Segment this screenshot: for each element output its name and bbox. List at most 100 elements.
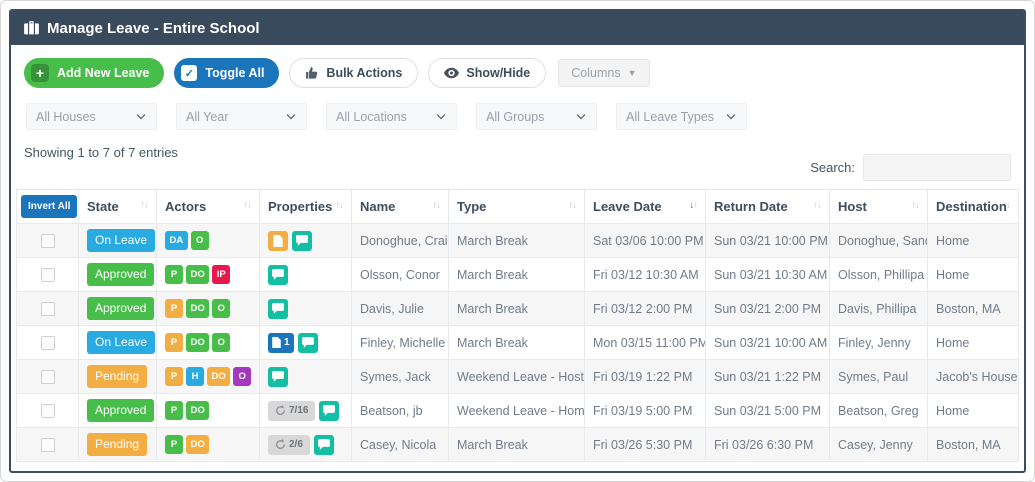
- actor-badge-do[interactable]: DO: [186, 265, 210, 284]
- comment-badge[interactable]: [268, 264, 288, 285]
- column-header-leave-date[interactable]: ↓↑ Leave Date: [584, 189, 706, 224]
- properties-cell: [259, 223, 352, 258]
- column-header-properties[interactable]: ↑↓ Properties: [259, 189, 352, 224]
- actor-badge-p[interactable]: P: [165, 333, 183, 352]
- host-cell: Finley, Jenny: [829, 325, 928, 360]
- column-header-return-date[interactable]: ↑↓ Return Date: [705, 189, 830, 224]
- column-header-name[interactable]: ↑↓ Name: [351, 189, 449, 224]
- document-badge[interactable]: 1: [268, 332, 294, 353]
- actor-badge-do[interactable]: DO: [186, 333, 210, 352]
- recurrence-badge[interactable]: 2/6: [268, 434, 310, 455]
- comment-badge[interactable]: [297, 332, 318, 353]
- actor-badge-do[interactable]: DO: [186, 299, 210, 318]
- state-cell: Pending: [78, 359, 157, 394]
- filter-all-locations[interactable]: All Locations: [326, 103, 457, 130]
- column-header-type[interactable]: ↑↓ Type: [448, 189, 585, 224]
- properties-cell: [259, 291, 352, 326]
- return-date-cell: Sun 03/21 10:30 AM: [705, 257, 830, 292]
- actor-badge-h[interactable]: H: [186, 367, 204, 386]
- state-badge[interactable]: On Leave: [87, 331, 156, 354]
- actor-badge-p[interactable]: P: [165, 299, 183, 318]
- column-header-state[interactable]: ↑↓ State: [78, 189, 157, 224]
- columns-dropdown-button[interactable]: Columns ▼: [558, 59, 650, 87]
- type-cell: March Break: [448, 427, 585, 462]
- filter-all-leave-types[interactable]: All Leave Types: [616, 103, 747, 130]
- actor-badge-p[interactable]: P: [165, 265, 183, 284]
- column-header-host[interactable]: ↑↓ Host: [829, 189, 928, 224]
- column-header-destination[interactable]: ↑↓ Destination: [927, 189, 1019, 224]
- table-row: Pending P DO 2/6 Casey, Nicola March Brea…: [16, 427, 1019, 462]
- state-badge[interactable]: Approved: [87, 399, 155, 422]
- actor-badge-o[interactable]: O: [233, 367, 252, 386]
- name-cell: Donoghue, Craig: [351, 223, 449, 258]
- state-badge[interactable]: Approved: [87, 297, 155, 320]
- state-badge[interactable]: On Leave: [87, 229, 156, 252]
- row-checkbox[interactable]: [40, 403, 55, 418]
- report-badge[interactable]: [268, 230, 288, 251]
- search-input[interactable]: [863, 154, 1011, 181]
- bulk-actions-button[interactable]: Bulk Actions: [289, 58, 419, 88]
- eye-icon: [444, 67, 460, 79]
- row-checkbox[interactable]: [40, 267, 55, 282]
- actor-badge-p[interactable]: P: [165, 367, 183, 386]
- actors-cell: P H DO O: [156, 359, 260, 394]
- actor-badge-ip[interactable]: IP: [212, 265, 231, 284]
- recurrence-badge[interactable]: 7/16: [268, 400, 316, 421]
- table-row: On Leave DA O Donoghue, Craig March Break…: [16, 223, 1019, 258]
- state-cell: Approved: [78, 291, 157, 326]
- destination-cell: Boston, MA: [927, 427, 1019, 462]
- type-cell: March Break: [448, 325, 585, 360]
- briefcase-icon: [24, 21, 39, 35]
- state-badge[interactable]: Approved: [87, 263, 155, 286]
- state-badge[interactable]: Pending: [87, 433, 148, 456]
- leave-date-cell: Fri 03/26 5:30 PM: [584, 427, 706, 462]
- row-checkbox[interactable]: [40, 437, 55, 452]
- column-label: Name: [360, 199, 396, 214]
- actor-badge-da[interactable]: DA: [165, 231, 188, 250]
- comment-badge[interactable]: [319, 400, 340, 421]
- comment-badge[interactable]: [268, 298, 288, 319]
- actor-badge-o[interactable]: O: [190, 231, 209, 250]
- state-cell: Approved: [78, 393, 157, 428]
- actors-cell: P DO O: [156, 325, 260, 360]
- leave-date-cell: Mon 03/15 11:00 PM: [584, 325, 706, 360]
- column-header-actors[interactable]: ↑↓ Actors: [156, 189, 260, 224]
- page-size-select[interactable]: All: [64, 472, 122, 473]
- actor-badge-o[interactable]: O: [212, 333, 231, 352]
- comment-badge[interactable]: [292, 230, 312, 251]
- comment-badge[interactable]: [313, 434, 334, 455]
- table-footer: Show All entries: [11, 462, 1024, 473]
- row-checkbox[interactable]: [40, 301, 55, 316]
- column-label: State: [87, 199, 119, 214]
- chevron-down-icon: [436, 110, 446, 120]
- return-date-cell: Sun 03/21 2:00 PM: [705, 291, 830, 326]
- actor-badge-do[interactable]: DO: [186, 401, 210, 420]
- actors-cell: P DO: [156, 393, 260, 428]
- row-checkbox[interactable]: [40, 369, 55, 384]
- add-new-leave-button[interactable]: + Add New Leave: [24, 58, 165, 88]
- actor-badge-p[interactable]: P: [165, 435, 183, 454]
- destination-cell: Jacob's House: [927, 359, 1019, 394]
- row-select-cell: [16, 427, 79, 462]
- actor-badge-p[interactable]: P: [165, 401, 183, 420]
- invert-all-button[interactable]: Invert All: [21, 195, 78, 218]
- filter-all-year[interactable]: All Year: [176, 103, 307, 130]
- actor-badge-do[interactable]: DO: [186, 435, 210, 454]
- filter-all-houses[interactable]: All Houses: [26, 103, 157, 130]
- state-badge[interactable]: Pending: [87, 365, 148, 388]
- show-hide-button[interactable]: Show/Hide: [428, 58, 547, 88]
- actor-badge-o[interactable]: O: [212, 299, 231, 318]
- sort-arrows-icon: ↑↓: [243, 200, 252, 211]
- properties-cell: 7/16: [259, 393, 352, 428]
- row-checkbox[interactable]: [40, 233, 55, 248]
- name-cell: Olsson, Conor: [351, 257, 449, 292]
- filter-all-groups[interactable]: All Groups: [476, 103, 597, 130]
- destination-cell: Home: [927, 257, 1019, 292]
- actors-cell: P DO O: [156, 291, 260, 326]
- column-label: Destination: [936, 199, 1007, 214]
- comment-badge[interactable]: [268, 366, 288, 387]
- toggle-all-button[interactable]: ✓ Toggle All: [174, 58, 280, 88]
- page-title: Manage Leave - Entire School: [47, 19, 260, 37]
- row-checkbox[interactable]: [40, 335, 55, 350]
- actor-badge-do[interactable]: DO: [207, 367, 231, 386]
